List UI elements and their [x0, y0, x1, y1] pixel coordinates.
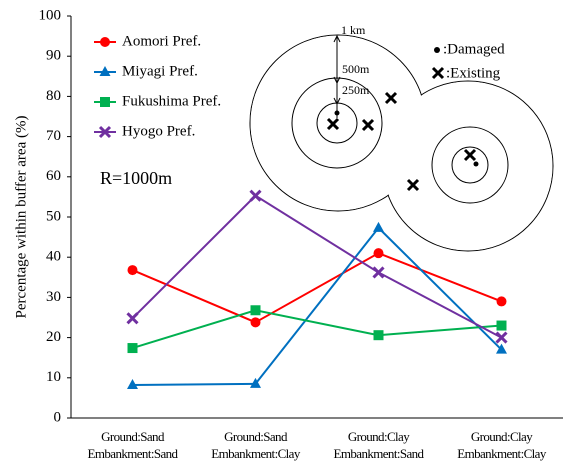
x-tick-label: Embankment:Clay [211, 446, 301, 461]
annotation: :Damaged [443, 41, 505, 57]
y-tick-label: 40 [46, 249, 61, 265]
annotation: 500m [342, 62, 370, 76]
annotation: 1 km [341, 23, 366, 37]
chart: 1 km 500m 250m :Damaged :Existing R=1000… [0, 0, 563, 463]
y-tick-label: 0 [54, 409, 62, 425]
legend-label: Miyagi Pref. [122, 63, 198, 79]
x-tick-label: Ground:Clay [348, 429, 410, 444]
marker [497, 321, 507, 331]
x-tick-label: Ground:Sand [101, 429, 165, 444]
y-tick-label: 50 [46, 208, 61, 224]
y-tick-label: 20 [46, 329, 61, 345]
marker [374, 267, 384, 277]
marker [374, 248, 384, 258]
marker [497, 333, 507, 343]
legend-label: Fukushima Pref. [122, 93, 221, 109]
x-tick-label: Embankment:Sand [88, 446, 179, 461]
y-tick-label: 30 [46, 289, 61, 305]
annotation: :Existing [446, 65, 501, 81]
x-tick-label: Embankment:Clay [457, 446, 547, 461]
marker [251, 317, 261, 327]
y-tick-label: 90 [46, 48, 61, 64]
legend-label: Hyogo Pref. [122, 123, 195, 139]
legend-label: Aomori Pref. [122, 33, 201, 49]
marker [251, 305, 261, 315]
series-line [133, 310, 502, 348]
marker [497, 296, 507, 306]
y-tick-label: 80 [46, 88, 61, 104]
marker [128, 313, 138, 323]
marker [100, 97, 110, 107]
x-tick-label: Ground:Sand [224, 429, 288, 444]
marker [374, 330, 384, 340]
y-axis-label: Percentage within buffer area (%) [13, 116, 29, 319]
y-tick-label: 70 [46, 128, 61, 144]
x-tick-label: Ground:Clay [471, 429, 533, 444]
annotation: 250m [342, 83, 370, 97]
y-tick-label: 60 [46, 168, 61, 184]
marker [128, 343, 138, 353]
x-tick-label: Embankment:Sand [334, 446, 425, 461]
y-tick-label: 10 [46, 369, 61, 385]
marker [128, 265, 138, 275]
buffer-diagram: 1 km 500m 250m :Damaged :Existing [250, 23, 553, 251]
annotation: R=1000m [100, 168, 172, 188]
series-line [133, 228, 502, 385]
y-tick-label: 100 [39, 7, 62, 23]
marker [100, 37, 110, 47]
marker [373, 222, 384, 232]
marker [251, 191, 261, 201]
